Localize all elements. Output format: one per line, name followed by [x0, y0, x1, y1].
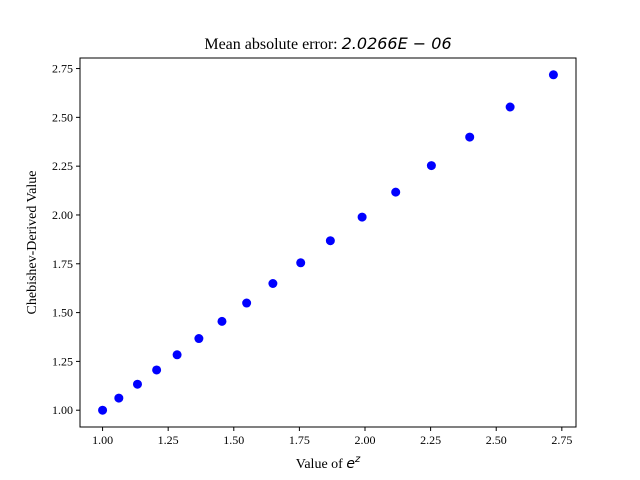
y-tick-label: 1.00 [52, 403, 73, 417]
data-points [98, 70, 558, 415]
data-point [391, 187, 401, 197]
data-point [132, 379, 142, 389]
y-axis-label: Chebishev-Derived Value [25, 171, 40, 315]
data-point [426, 161, 436, 171]
data-point [217, 316, 227, 326]
y-tick-label: 1.75 [52, 257, 73, 271]
x-axis-label-base: e [346, 456, 355, 472]
x-tick-label: 1.75 [289, 433, 310, 447]
data-point [296, 258, 306, 268]
x-tick-label: 2.75 [551, 433, 572, 447]
y-tick-label: 1.50 [52, 306, 73, 320]
x-tick-label: 1.25 [158, 433, 179, 447]
axis-ticks: 1.00 1.25 1.50 1.75 2.00 2.25 2.50 2.75 1.00 1.25… [52, 62, 572, 447]
data-point [357, 212, 367, 222]
chart-title: Mean absolute error: 2.0266E − 06 [204, 34, 451, 53]
data-point [98, 405, 108, 415]
x-tick-label: 1.00 [92, 433, 113, 447]
data-point [242, 298, 252, 308]
plot-frame [79, 57, 577, 428]
data-point [505, 102, 515, 112]
y-tick-label: 2.50 [52, 110, 73, 124]
data-point [114, 393, 124, 403]
y-tick-label: 2.75 [52, 62, 73, 76]
x-tick-label: 2.00 [355, 433, 376, 447]
data-point [194, 334, 204, 344]
data-point [172, 350, 182, 360]
data-point [325, 236, 335, 246]
x-axis-label-sup: z [354, 454, 361, 465]
data-point [465, 132, 475, 142]
x-tick-label: 2.25 [420, 433, 441, 447]
y-tick-label: 2.00 [52, 208, 73, 222]
data-point [152, 365, 162, 375]
y-tick-label: 2.25 [52, 159, 73, 173]
y-tick-label: 1.25 [52, 354, 73, 368]
x-axis-label: Value of ez [296, 454, 361, 472]
x-tick-label: 2.50 [486, 433, 507, 447]
data-point [268, 279, 278, 288]
data-point [548, 70, 558, 80]
x-tick-label: 1.50 [223, 433, 244, 447]
chart-title-text: Mean absolute error: [204, 36, 341, 53]
chart-title-math: 2.0266E − 06 [342, 34, 452, 53]
x-axis-label-text: Value of [296, 457, 347, 472]
